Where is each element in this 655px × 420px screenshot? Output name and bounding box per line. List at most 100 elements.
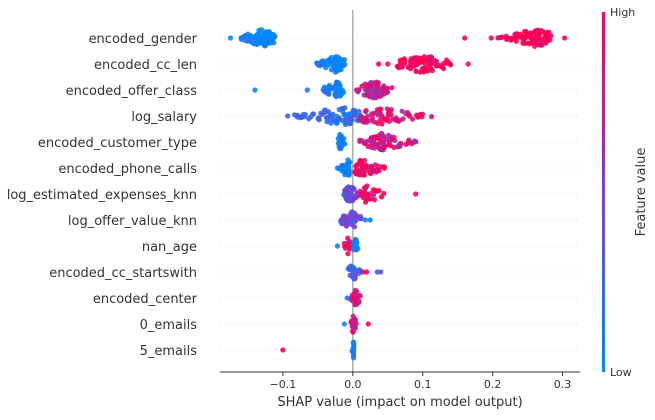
shap-point: [350, 351, 357, 357]
shap-point: [413, 191, 419, 197]
shap-point: [509, 36, 515, 42]
shap-point: [352, 108, 358, 114]
shap-point: [342, 61, 348, 68]
shap-point: [368, 111, 375, 117]
shap-point: [333, 86, 339, 92]
shap-point: [326, 58, 332, 64]
shap-point: [515, 33, 521, 39]
shap-point: [271, 40, 277, 46]
shap-point: [372, 135, 378, 141]
shap-point: [358, 114, 364, 120]
shap-point: [376, 188, 382, 194]
feature-points: [334, 157, 387, 178]
shap-point: [358, 216, 364, 222]
feature-points: [252, 79, 395, 101]
shap-point: [351, 194, 358, 201]
colorbar-title: Feature value: [634, 148, 649, 237]
colorbar: [602, 12, 605, 372]
shap-point: [357, 138, 363, 144]
shap-point: [280, 347, 286, 353]
x-tick-label: −0.1: [270, 378, 297, 391]
shap-point: [345, 157, 351, 163]
shap-point: [341, 112, 347, 118]
shap-point: [345, 251, 351, 257]
shap-point: [342, 105, 348, 111]
shap-point: [521, 31, 528, 37]
shap-point: [368, 82, 374, 88]
shap-point: [412, 138, 418, 144]
feature-label: encoded_gender: [89, 32, 198, 47]
shap-point: [383, 117, 389, 123]
feature-row: log_salary: [131, 110, 580, 125]
shap-point: [375, 112, 381, 118]
shap-point: [334, 113, 340, 119]
shap-point: [389, 85, 395, 91]
shap-point: [322, 59, 328, 65]
shap-point: [378, 194, 385, 200]
shap-point: [376, 61, 382, 67]
shap-point: [364, 117, 370, 123]
shap-point: [362, 217, 368, 223]
shap-point: [562, 35, 568, 41]
shap-point: [348, 189, 354, 195]
feature-row: log_estimated_expenses_knn: [7, 188, 580, 203]
shap-point: [349, 273, 355, 279]
shap-point: [444, 57, 450, 63]
shap-point: [353, 269, 359, 275]
shap-point: [427, 61, 433, 67]
feature-rows: encoded_gender encoded_cc_len encoded_offe…: [7, 32, 580, 359]
shap-point: [352, 291, 358, 297]
feature-label: log_offer_value_knn: [68, 214, 197, 229]
shap-point: [495, 35, 501, 41]
shap-point: [262, 42, 269, 49]
shap-points: [227, 27, 568, 361]
shap-point: [438, 64, 444, 70]
shap-point: [382, 144, 388, 150]
shap-point: [401, 56, 407, 62]
feature-label: encoded_customer_type: [38, 136, 197, 151]
shap-point: [534, 33, 540, 40]
shap-point: [420, 65, 426, 71]
shap-point: [397, 142, 403, 149]
shap-point: [316, 117, 322, 123]
shap-point: [406, 113, 412, 119]
shap-point: [513, 38, 519, 44]
shap-point: [377, 106, 383, 113]
shap-point: [505, 35, 511, 41]
shap-point: [319, 111, 325, 118]
shap-point: [419, 55, 425, 61]
shap-point: [304, 87, 310, 93]
feature-row: nan_age: [142, 240, 580, 255]
feature-points: [227, 27, 568, 50]
shap-point: [363, 108, 369, 114]
shap-point: [488, 35, 494, 41]
shap-point: [533, 29, 539, 35]
x-tick-label: 0.0: [344, 378, 362, 391]
shap-point: [415, 113, 421, 119]
shap-point: [334, 120, 340, 126]
shap-point: [385, 132, 391, 138]
shap-point: [369, 144, 375, 151]
shap-point: [259, 27, 265, 33]
shap-point: [350, 295, 356, 301]
shap-point: [397, 57, 403, 64]
shap-point: [408, 56, 414, 62]
shap-point: [364, 269, 370, 275]
feature-label: log_salary: [131, 110, 197, 125]
feature-row: log_offer_value_knn: [68, 214, 580, 229]
shap-point: [462, 35, 468, 41]
shap-point: [369, 118, 375, 124]
shap-point: [405, 64, 411, 70]
feature-label: log_estimated_expenses_knn: [7, 188, 197, 203]
shap-point: [371, 197, 378, 203]
shap-point: [399, 64, 405, 70]
shap-point: [339, 220, 345, 226]
shap-point: [356, 299, 362, 305]
shap-point: [245, 38, 251, 44]
shap-point: [367, 170, 373, 176]
shap-point: [338, 145, 344, 151]
x-tick-label: 0.2: [484, 378, 502, 391]
shap-point: [352, 300, 358, 306]
shap-point: [339, 162, 345, 169]
